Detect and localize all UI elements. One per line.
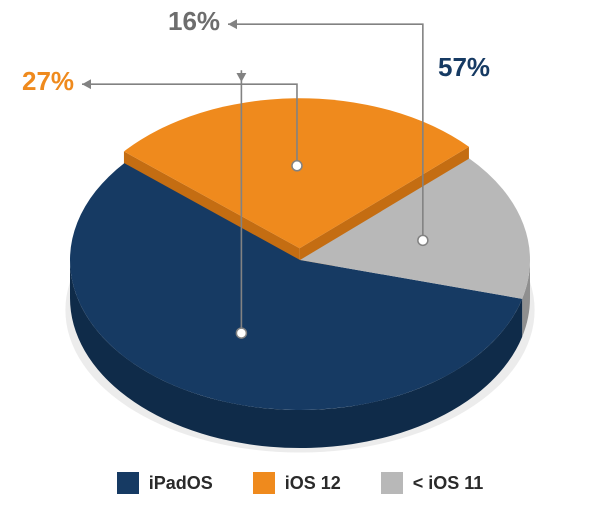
- legend-label-lt-ios11: < iOS 11: [413, 473, 484, 494]
- legend-item-ipados: iPadOS: [117, 472, 213, 494]
- pct-label-lt-ios11: 16%: [168, 6, 220, 37]
- legend: iPadOS iOS 12 < iOS 11: [0, 472, 600, 494]
- pie-chart-3d: 57% 27% 16% iPadOS iOS 12 < iOS 11: [0, 0, 600, 512]
- pct-label-ios12: 27%: [22, 66, 74, 97]
- pie-svg: [0, 0, 600, 460]
- legend-item-lt-ios11: < iOS 11: [381, 472, 484, 494]
- legend-label-ios12: iOS 12: [285, 473, 341, 494]
- legend-swatch-lt-ios11: [381, 472, 403, 494]
- legend-label-ipados: iPadOS: [149, 473, 213, 494]
- legend-item-ios12: iOS 12: [253, 472, 341, 494]
- pct-label-ipados: 57%: [438, 52, 490, 83]
- legend-swatch-ipados: [117, 472, 139, 494]
- legend-swatch-ios12: [253, 472, 275, 494]
